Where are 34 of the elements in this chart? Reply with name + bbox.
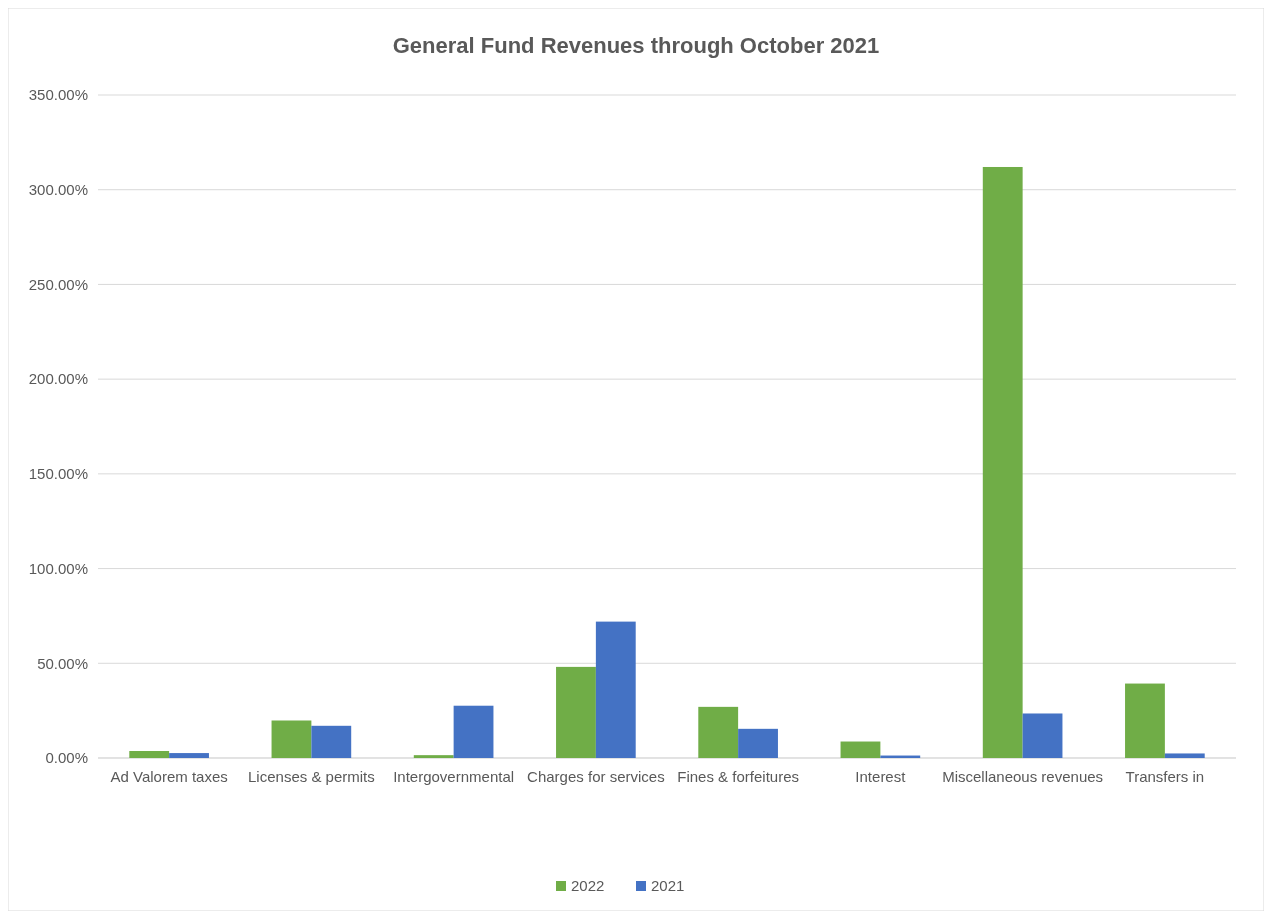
x-tick-label: Miscellaneous revenues: [942, 768, 1104, 785]
bar: [556, 666, 596, 758]
bar: [698, 706, 739, 758]
legend-label: 2021: [651, 877, 685, 894]
y-tick-label: 50.00%: [37, 654, 88, 672]
bar: [169, 753, 209, 758]
bar: [982, 166, 1023, 758]
bar: [271, 720, 312, 758]
bar: [311, 725, 352, 758]
y-tick-label: 250.00%: [28, 275, 88, 293]
y-tick-label: 200.00%: [28, 370, 88, 388]
legend-label: 2022: [571, 877, 605, 894]
y-tick-label: 100.00%: [28, 559, 88, 577]
y-tick-label: 350.00%: [28, 86, 88, 104]
bar: [413, 755, 454, 758]
bar: [1022, 713, 1063, 758]
bar: [738, 728, 778, 758]
bar: [595, 621, 636, 758]
bar: [129, 750, 170, 758]
y-tick-label: 300.00%: [28, 180, 88, 198]
bar: [1164, 753, 1205, 758]
x-tick-label: Intergovernmental: [393, 768, 515, 785]
chart-title: General Fund Revenues through October 2021: [392, 33, 880, 58]
x-tick-label: Licenses & permits: [248, 768, 375, 785]
x-tick-label: Fines & forfeitures: [677, 768, 799, 785]
x-tick-label: Transfers in: [1125, 768, 1205, 785]
bar: [840, 741, 881, 758]
y-tick-label: 150.00%: [28, 465, 88, 483]
x-tick-label: Charges for services: [527, 768, 665, 785]
x-tick-label: Ad Valorem taxes: [110, 768, 228, 785]
bar: [1125, 683, 1165, 758]
x-tick-label: Interest: [855, 768, 907, 785]
y-tick-label: 0.00%: [45, 749, 88, 767]
bar: [453, 705, 494, 758]
